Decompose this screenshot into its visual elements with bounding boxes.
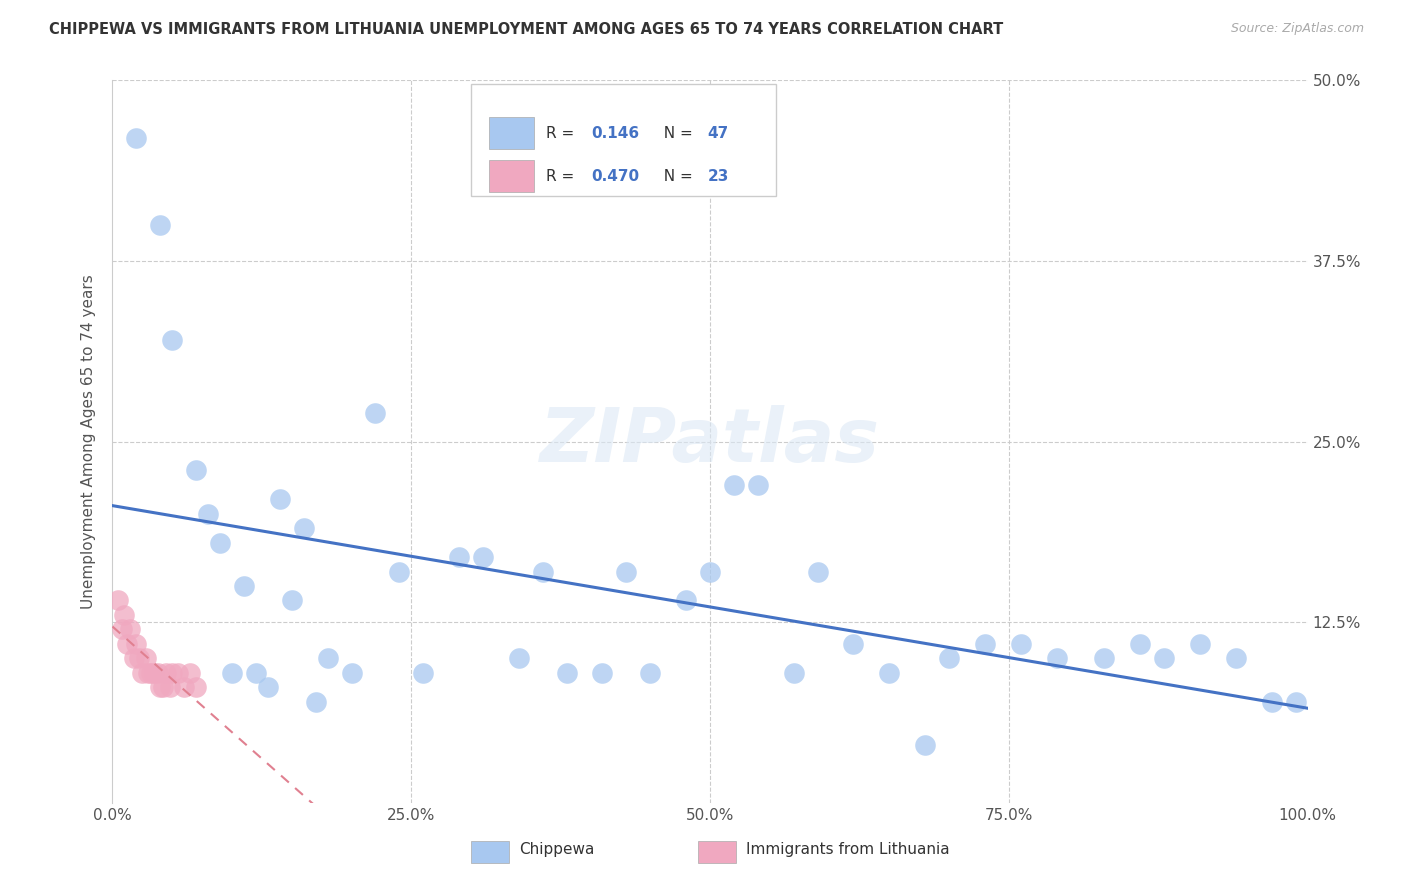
Point xyxy=(114,607,135,622)
Point xyxy=(146,665,169,680)
Text: R =: R = xyxy=(547,169,579,184)
Point xyxy=(107,593,129,607)
Point xyxy=(1261,695,1284,709)
Point xyxy=(1094,651,1116,665)
Point xyxy=(138,665,160,680)
Point xyxy=(305,695,328,709)
Point xyxy=(675,593,697,607)
Point xyxy=(149,218,172,232)
Point xyxy=(879,665,901,680)
Point xyxy=(555,665,578,680)
Point xyxy=(508,651,530,665)
Point xyxy=(388,565,411,579)
Point xyxy=(1129,637,1152,651)
Point xyxy=(914,738,936,752)
Point xyxy=(699,565,721,579)
Text: N =: N = xyxy=(654,169,697,184)
Point xyxy=(149,680,172,694)
Text: ZIPatlas: ZIPatlas xyxy=(540,405,880,478)
Point xyxy=(364,406,387,420)
Point xyxy=(316,651,339,665)
Point xyxy=(592,665,614,680)
Point xyxy=(1046,651,1069,665)
FancyBboxPatch shape xyxy=(489,117,534,149)
Point xyxy=(186,463,208,477)
Text: 0.470: 0.470 xyxy=(592,169,640,184)
Point xyxy=(167,665,190,680)
Point xyxy=(135,651,157,665)
Point xyxy=(531,565,554,579)
Point xyxy=(472,550,495,565)
Text: Immigrants from Lithuania: Immigrants from Lithuania xyxy=(747,842,949,857)
Point xyxy=(807,565,830,579)
Point xyxy=(128,651,150,665)
Point xyxy=(1285,695,1308,709)
Text: R =: R = xyxy=(547,126,579,141)
Point xyxy=(1010,637,1032,651)
Point xyxy=(281,593,304,607)
Point xyxy=(162,334,183,348)
Point xyxy=(125,131,148,145)
Point xyxy=(783,665,806,680)
Point xyxy=(1225,651,1247,665)
Text: N =: N = xyxy=(654,126,697,141)
Point xyxy=(1153,651,1175,665)
Point xyxy=(122,651,145,665)
Point xyxy=(111,623,134,637)
Point xyxy=(221,665,243,680)
Point xyxy=(173,680,195,694)
Point xyxy=(747,478,769,492)
Point xyxy=(179,665,201,680)
Point xyxy=(162,665,183,680)
Point xyxy=(616,565,638,579)
FancyBboxPatch shape xyxy=(471,841,509,863)
Point xyxy=(1189,637,1212,651)
Point xyxy=(257,680,280,694)
Point xyxy=(269,492,291,507)
Point xyxy=(131,665,153,680)
Point xyxy=(723,478,745,492)
Point xyxy=(139,665,162,680)
Text: 47: 47 xyxy=(707,126,728,141)
Point xyxy=(120,623,142,637)
Point xyxy=(974,637,997,651)
Point xyxy=(186,680,208,694)
Text: 0.146: 0.146 xyxy=(592,126,640,141)
Y-axis label: Unemployment Among Ages 65 to 74 years: Unemployment Among Ages 65 to 74 years xyxy=(80,274,96,609)
Point xyxy=(125,637,148,651)
Point xyxy=(340,665,363,680)
Point xyxy=(115,637,138,651)
Text: Source: ZipAtlas.com: Source: ZipAtlas.com xyxy=(1230,22,1364,36)
Point xyxy=(449,550,471,565)
Text: CHIPPEWA VS IMMIGRANTS FROM LITHUANIA UNEMPLOYMENT AMONG AGES 65 TO 74 YEARS COR: CHIPPEWA VS IMMIGRANTS FROM LITHUANIA UN… xyxy=(49,22,1004,37)
Text: Chippewa: Chippewa xyxy=(519,842,595,857)
Text: 23: 23 xyxy=(707,169,730,184)
Point xyxy=(209,535,232,549)
FancyBboxPatch shape xyxy=(471,84,776,196)
Point xyxy=(640,665,662,680)
Point xyxy=(245,665,267,680)
FancyBboxPatch shape xyxy=(699,841,737,863)
Point xyxy=(938,651,960,665)
Point xyxy=(159,680,181,694)
Point xyxy=(143,665,166,680)
Point xyxy=(292,521,315,535)
Point xyxy=(233,579,256,593)
Point xyxy=(155,665,177,680)
Point xyxy=(152,680,174,694)
Point xyxy=(412,665,434,680)
Point xyxy=(842,637,865,651)
Point xyxy=(197,507,219,521)
FancyBboxPatch shape xyxy=(489,161,534,193)
